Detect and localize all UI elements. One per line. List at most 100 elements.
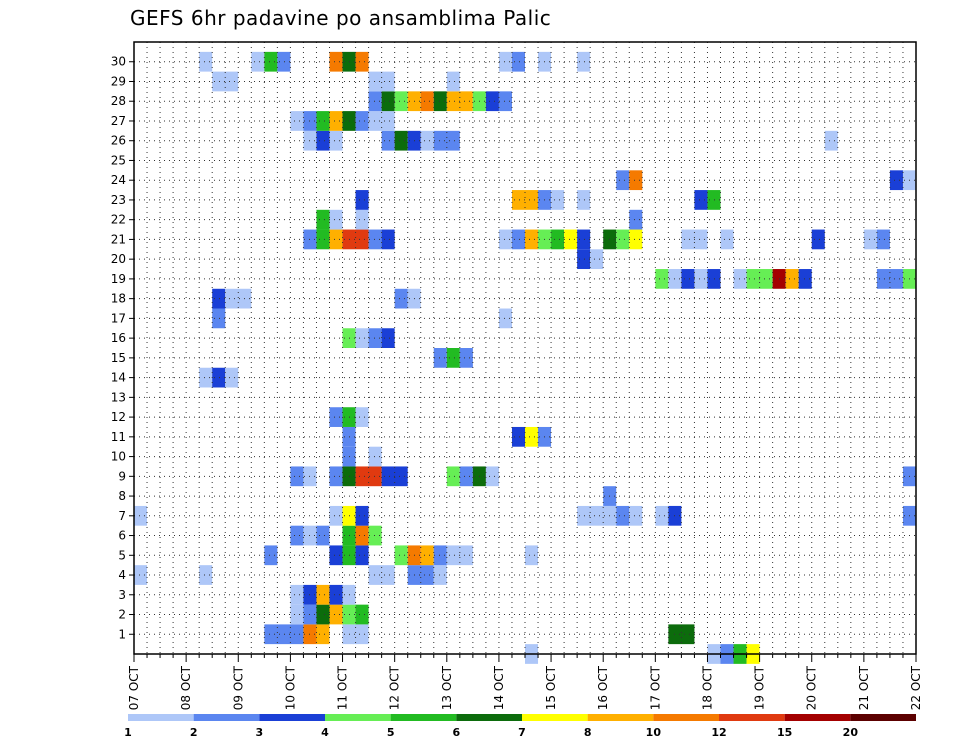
x-tick-label: 12 OCT [388, 665, 402, 710]
heatmap-cell [511, 51, 525, 72]
heatmap-cell [433, 348, 447, 368]
heatmap-cell [316, 584, 330, 605]
y-tick-label: 1 [118, 627, 126, 641]
y-tick-label: 17 [111, 311, 126, 325]
heatmap-cell [329, 407, 343, 427]
colorbar-swatch [193, 714, 260, 721]
heatmap-cell [368, 446, 382, 467]
axes-layer: 1234567891011121314151617181920212223242… [111, 41, 923, 710]
colorbar-label: 7 [518, 726, 526, 739]
y-tick-label: 26 [111, 134, 126, 148]
heatmap-cell [225, 367, 239, 388]
y-tick-label: 15 [111, 351, 126, 365]
heatmap-cell [368, 229, 382, 250]
heatmap-cell [707, 190, 721, 210]
x-tick-label: 20 OCT [805, 665, 819, 710]
heatmap-cell [577, 229, 591, 250]
y-tick-label: 20 [111, 252, 126, 266]
colorbar-label: 12 [711, 726, 726, 739]
y-tick-label: 10 [111, 450, 126, 464]
heatmap-cell [863, 229, 877, 250]
colorbar-label: 8 [584, 726, 592, 739]
heatmap-cell [459, 466, 473, 487]
x-tick-label: 16 OCT [596, 665, 610, 710]
colorbar-swatch [390, 714, 457, 721]
heatmap-cell [498, 51, 512, 72]
y-tick-label: 29 [111, 74, 126, 88]
heatmap-cell [798, 269, 812, 289]
heatmap-cell [498, 229, 512, 250]
heatmap-cell [577, 51, 591, 72]
heatmap-cell [525, 545, 539, 566]
x-tick-label: 17 OCT [648, 665, 662, 710]
heatmap-cell [655, 505, 669, 526]
heatmap-cell [433, 565, 447, 585]
colorbar-label: 4 [321, 726, 329, 739]
heatmap-cell [420, 545, 434, 566]
heatmap-cell [889, 170, 903, 191]
heatmap-cell [134, 565, 148, 585]
heatmap-cell [420, 91, 434, 112]
heatmap-cell [551, 229, 565, 250]
y-tick-label: 13 [111, 390, 126, 404]
y-tick-label: 4 [118, 568, 126, 582]
y-tick-label: 12 [111, 410, 126, 424]
heatmap-cell [355, 604, 369, 625]
y-tick-label: 6 [118, 529, 126, 543]
heatmap-cell [134, 505, 148, 526]
colorbar: 1 2 3 4 5 6 7 8 10 12 15 20 [124, 714, 916, 739]
x-tick-label: 07 OCT [127, 665, 141, 710]
colorbar-swatch [259, 714, 325, 721]
heatmap-cell [707, 269, 721, 289]
heatmap-cell [577, 505, 617, 526]
heatmap-cell [485, 466, 499, 487]
heatmap-cell [329, 209, 343, 230]
heatmap-cell [329, 51, 343, 72]
y-tick-label: 19 [111, 272, 126, 286]
heatmap-cell [368, 71, 395, 92]
heatmap-cell [394, 545, 408, 566]
colorbar-swatch [325, 714, 391, 721]
grid-layer [134, 42, 916, 654]
colorbar-swatch [719, 714, 785, 721]
heatmap-cell [277, 51, 291, 72]
y-tick-label: 16 [111, 331, 126, 345]
heatmap-cell [355, 407, 369, 427]
heatmap-cell [225, 288, 252, 309]
heatmap-cell [316, 525, 330, 546]
x-tick-label: 10 OCT [283, 665, 297, 710]
heatmap-cell [433, 91, 447, 112]
heatmap-cell [264, 545, 278, 566]
colorbar-label: 3 [256, 726, 264, 739]
y-tick-label: 30 [111, 55, 126, 69]
heatmap-cell [368, 525, 382, 546]
chart-title: GEFS 6hr padavine po ansamblima Palic [130, 6, 552, 30]
heatmap-cell [616, 229, 630, 250]
colorbar-swatch [784, 714, 851, 721]
heatmap-cell [525, 229, 539, 250]
y-tick-label: 27 [111, 114, 126, 128]
heatmap-cell [368, 111, 395, 131]
heatmap-cell [355, 111, 369, 131]
heatmap-cell [564, 229, 578, 250]
y-tick-label: 22 [111, 213, 126, 227]
heatmap-cell [616, 505, 630, 526]
x-tick-label: 14 OCT [492, 665, 506, 710]
heatmap-cell [381, 91, 395, 112]
heatmap-cell [199, 367, 213, 388]
y-tick-label: 21 [111, 232, 126, 246]
heatmap-cell [212, 71, 239, 92]
colorbar-swatch [850, 714, 916, 721]
y-tick-label: 9 [118, 469, 126, 483]
heatmap-cell [355, 190, 369, 210]
heatmap-cell [511, 426, 525, 447]
heatmap-cell [420, 130, 434, 151]
heatmap-cell [316, 229, 330, 250]
heatmap-cell [212, 308, 226, 329]
heatmap-cell [407, 565, 434, 585]
heatmap-cell [446, 348, 460, 368]
heatmap-cell [251, 51, 265, 72]
heatmap-cell [368, 565, 395, 585]
heatmap-cell [355, 209, 369, 230]
